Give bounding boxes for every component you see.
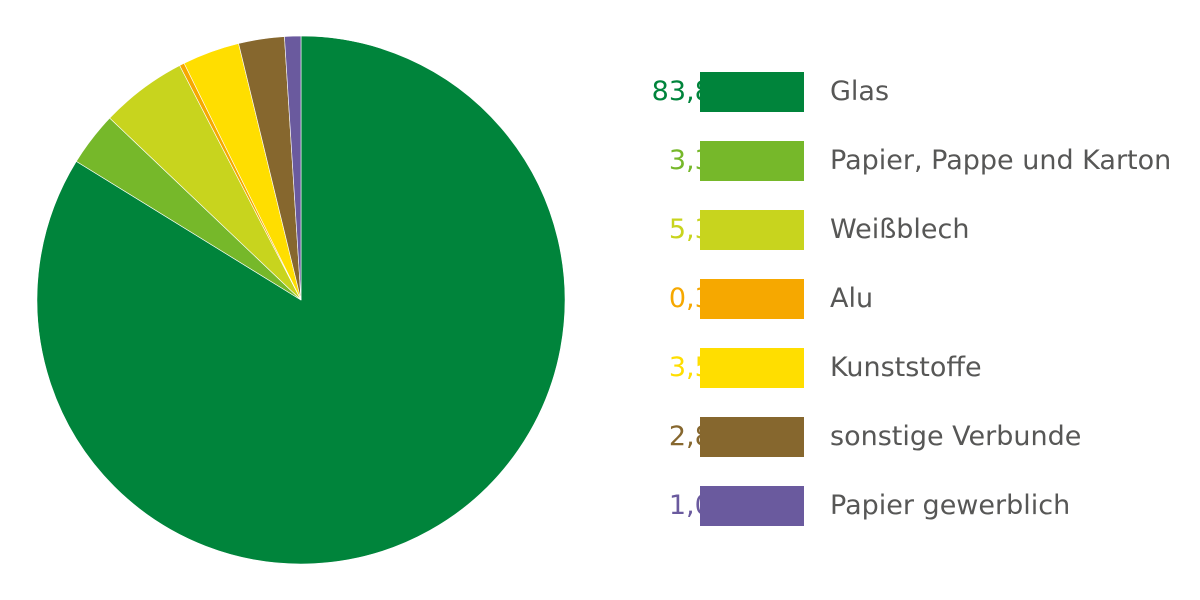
legend-label: Weißblech xyxy=(830,214,970,245)
legend-label: Papier gewerblich xyxy=(830,490,1071,521)
legend-item: 5,3 %Weißblech xyxy=(560,210,1180,250)
legend-label: Kunststoffe xyxy=(830,352,982,383)
legend-label: Alu xyxy=(830,283,874,314)
legend-swatch xyxy=(700,348,804,388)
legend-item: 1,0 %Papier gewerblich xyxy=(560,486,1180,526)
legend-swatch xyxy=(700,417,804,457)
legend-swatch xyxy=(700,210,804,250)
legend-item: 0,3 %Alu xyxy=(560,279,1180,319)
legend: 83,8 %Glas 3,3 %Papier, Pappe und Karton 5… xyxy=(560,72,1180,555)
legend-label: Glas xyxy=(830,76,890,107)
legend-label: Papier, Pappe und Karton xyxy=(830,145,1172,176)
legend-item: 83,8 % Glas xyxy=(560,72,1180,112)
legend-swatch xyxy=(700,486,804,526)
legend-item: 2,8 %sonstige Verbunde xyxy=(560,417,1180,457)
legend-swatch xyxy=(700,141,804,181)
legend-swatch xyxy=(700,279,804,319)
legend-item: 3,3 %Papier, Pappe und Karton xyxy=(560,141,1180,181)
legend-swatch xyxy=(700,72,804,112)
legend-item: 3,5 %Kunststoffe xyxy=(560,348,1180,388)
pie-slice-6 xyxy=(284,35,302,301)
pie-slice-0 xyxy=(36,35,566,565)
legend-label: sonstige Verbunde xyxy=(830,421,1082,452)
